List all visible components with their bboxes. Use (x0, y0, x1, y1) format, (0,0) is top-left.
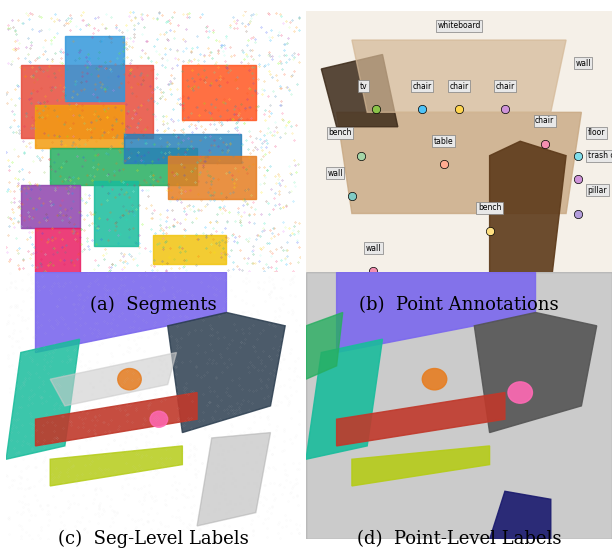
Polygon shape (321, 54, 398, 127)
Text: wall: wall (365, 244, 381, 252)
Circle shape (118, 369, 141, 390)
Text: trash can: trash can (588, 151, 612, 160)
Text: (d)  Point-Level Labels: (d) Point-Level Labels (357, 530, 561, 548)
Text: (c)  Seg-Level Labels: (c) Seg-Level Labels (58, 529, 248, 548)
Polygon shape (168, 312, 285, 433)
Bar (182, 65, 256, 120)
Text: whiteboard: whiteboard (438, 21, 480, 30)
Text: chair: chair (495, 82, 515, 91)
Bar (168, 156, 256, 199)
Polygon shape (35, 272, 226, 353)
Bar (35, 228, 80, 282)
Text: (b)  Point Annotations: (b) Point Annotations (359, 296, 559, 314)
Text: wall: wall (575, 59, 591, 68)
Bar (124, 134, 241, 163)
Polygon shape (197, 433, 271, 526)
Polygon shape (474, 312, 597, 433)
Text: chair: chair (449, 82, 469, 91)
Polygon shape (490, 141, 566, 286)
Polygon shape (306, 339, 382, 459)
Text: chair: chair (412, 82, 432, 91)
Polygon shape (35, 393, 197, 446)
Polygon shape (352, 446, 490, 486)
Circle shape (508, 382, 532, 403)
Bar (65, 37, 124, 101)
Polygon shape (50, 446, 182, 486)
Polygon shape (352, 40, 566, 112)
Bar (153, 235, 226, 264)
Text: (a)  Segments: (a) Segments (90, 296, 216, 314)
Bar (21, 65, 153, 137)
Text: table: table (434, 137, 453, 146)
Circle shape (150, 411, 168, 427)
Polygon shape (50, 353, 176, 406)
Text: bench: bench (329, 128, 352, 137)
Text: chair: chair (535, 117, 554, 126)
Polygon shape (6, 339, 80, 459)
Polygon shape (490, 492, 551, 539)
Circle shape (422, 369, 447, 390)
Polygon shape (306, 312, 343, 379)
Bar (94, 181, 138, 246)
Bar (21, 185, 80, 228)
Text: tv: tv (360, 82, 367, 91)
Text: wall: wall (327, 168, 343, 177)
Text: pillar: pillar (588, 186, 607, 195)
Polygon shape (306, 272, 612, 539)
Text: bench: bench (478, 203, 501, 212)
Polygon shape (337, 272, 536, 353)
Text: floor: floor (588, 128, 605, 137)
Polygon shape (337, 112, 581, 214)
Bar (35, 105, 124, 148)
Bar (50, 148, 197, 185)
Polygon shape (337, 393, 505, 446)
